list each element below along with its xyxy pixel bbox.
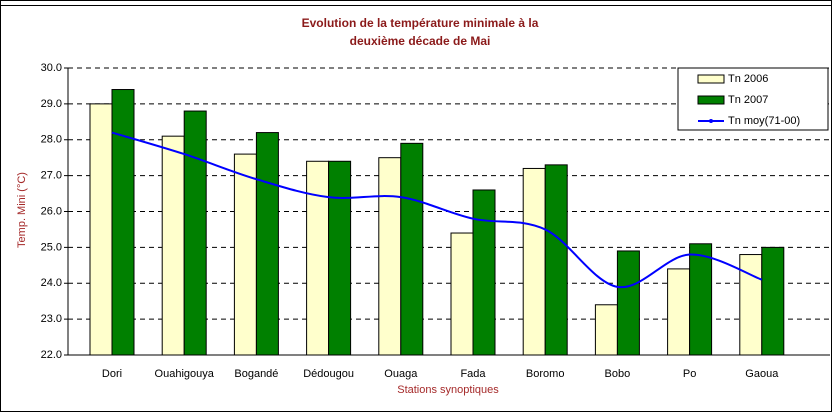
y-tick-label: 27.0: [41, 170, 62, 182]
bar: [450, 232, 474, 356]
bar: [306, 160, 330, 356]
chart-title: Evolution de la température minimale à l…: [302, 16, 539, 30]
bar: [328, 160, 352, 356]
x-tick-label: Fada: [460, 368, 486, 380]
x-tick-label: Dori: [102, 368, 122, 380]
x-tick-label: Gaoua: [745, 368, 779, 380]
bar: [111, 89, 135, 356]
bar: [255, 132, 279, 356]
legend-swatch: [697, 74, 725, 84]
x-tick-label: Bogandé: [234, 368, 278, 380]
bar: [667, 268, 691, 356]
legend-label: Tn 2006: [728, 73, 768, 85]
x-tick-label: Ouahigouya: [155, 368, 215, 380]
bar: [161, 135, 185, 356]
bar: [544, 164, 568, 356]
bar: [616, 250, 640, 356]
legend-swatch: [697, 95, 725, 105]
bar: [739, 254, 763, 356]
bar: [761, 246, 785, 356]
bar: [233, 153, 257, 356]
bar: [89, 103, 113, 356]
y-tick-label: 24.0: [41, 277, 62, 289]
legend-marker: [709, 119, 713, 123]
bar: [689, 243, 713, 356]
x-tick-label: Ouaga: [384, 368, 418, 380]
chart-title: deuxième décade de Mai: [350, 34, 491, 48]
x-tick-label: Dédougou: [303, 368, 354, 380]
y-tick-label: 25.0: [41, 241, 62, 253]
y-tick-label: 30.0: [41, 62, 62, 74]
legend-label: Tn 2007: [728, 94, 768, 106]
x-tick-label: Bobo: [605, 368, 631, 380]
y-axis-title: Temp. Mini (°C): [16, 172, 28, 248]
x-tick-label: Po: [683, 368, 696, 380]
bar: [400, 142, 424, 356]
x-axis-title: Stations synoptiques: [397, 384, 499, 396]
x-tick-label: Boromo: [526, 368, 565, 380]
y-tick-label: 26.0: [41, 205, 62, 217]
y-tick-label: 29.0: [41, 98, 62, 110]
line: [111, 131, 763, 288]
y-tick-label: 28.0: [41, 134, 62, 146]
bar: [183, 110, 207, 356]
legend-label: Tn moy(71-00): [728, 115, 800, 127]
bar: [594, 304, 618, 356]
bar: [472, 189, 496, 356]
y-tick-label: 22.0: [41, 349, 62, 361]
y-tick-label: 23.0: [41, 313, 62, 325]
bar: [522, 167, 546, 356]
bar: [378, 157, 402, 356]
